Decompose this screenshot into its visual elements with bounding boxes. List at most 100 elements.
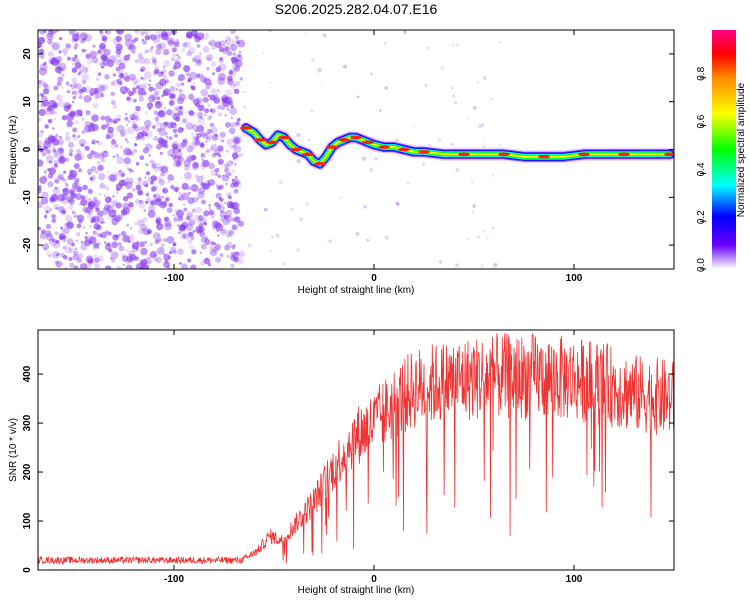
noise-blob <box>322 33 327 38</box>
noise-blob <box>153 88 156 91</box>
noise-blob <box>175 127 178 130</box>
noise-blob <box>208 207 211 210</box>
noise-blob <box>182 118 188 123</box>
noise-blob <box>87 258 94 264</box>
noise-blob <box>43 61 47 65</box>
noise-blob <box>105 57 111 62</box>
noise-blob <box>203 210 210 217</box>
noise-blob <box>93 242 99 249</box>
noise-blob <box>123 130 126 134</box>
noise-blob <box>149 250 158 259</box>
noise-blob <box>38 140 41 146</box>
noise-blob <box>89 97 92 101</box>
noise-blob <box>134 143 138 147</box>
noise-blob <box>239 77 243 81</box>
noise-blob <box>99 61 106 68</box>
noise-blob <box>142 216 148 223</box>
noise-blob <box>188 231 192 235</box>
noise-blob <box>440 66 445 71</box>
noise-blob <box>217 104 223 110</box>
noise-blob <box>58 155 67 164</box>
noise-blob <box>172 187 177 191</box>
noise-blob <box>38 80 42 84</box>
noise-blob <box>217 234 220 237</box>
noise-blob <box>148 83 151 87</box>
noise-blob <box>115 202 122 209</box>
noise-blob <box>200 260 206 266</box>
noise-blob <box>46 32 54 41</box>
noise-blob <box>76 223 82 229</box>
noise-blob <box>165 135 169 139</box>
noise-blob <box>60 67 65 72</box>
noise-blob <box>147 36 151 40</box>
noise-blob <box>66 120 73 128</box>
noise-blob <box>158 42 166 50</box>
noise-blob <box>226 78 235 87</box>
noise-blob <box>191 208 196 213</box>
noise-blob <box>480 264 484 268</box>
noise-blob <box>117 242 122 247</box>
noise-blob <box>81 130 85 133</box>
noise-blob <box>57 66 61 71</box>
noise-blob <box>52 187 61 195</box>
noise-blob <box>406 180 410 185</box>
noise-blob <box>200 243 207 250</box>
noise-blob <box>225 182 228 185</box>
noise-blob <box>196 32 205 41</box>
noise-blob <box>84 236 88 240</box>
noise-blob <box>155 162 162 169</box>
noise-blob <box>132 170 135 173</box>
noise-blob <box>82 66 89 73</box>
colorbar-tick-label: 0.0 <box>696 258 707 272</box>
noise-blob <box>178 142 185 149</box>
noise-blob <box>174 133 178 138</box>
noise-blob <box>200 236 207 243</box>
noise-blob <box>218 65 221 68</box>
noise-blob <box>238 54 241 58</box>
noise-blob <box>41 191 49 199</box>
noise-blob <box>51 42 60 51</box>
noise-blob <box>94 87 99 92</box>
noise-blob <box>216 184 218 186</box>
noise-blob <box>224 167 230 174</box>
noise-blob <box>158 128 167 137</box>
noise-blob <box>173 159 182 168</box>
noise-blob <box>229 122 235 128</box>
noise-blob <box>181 263 188 269</box>
noise-blob <box>163 48 170 56</box>
noise-blob <box>225 149 230 153</box>
noise-blob <box>224 40 228 43</box>
noise-blob <box>135 79 141 84</box>
noise-blob <box>45 217 49 221</box>
noise-blob <box>193 55 201 63</box>
noise-blob <box>210 61 216 67</box>
noise-blob <box>84 207 92 214</box>
noise-blob <box>132 51 135 54</box>
noise-blob <box>178 152 183 157</box>
noise-blob <box>94 94 99 100</box>
noise-blob <box>68 30 76 35</box>
noise-blob <box>46 155 54 163</box>
noise-blob <box>52 146 55 149</box>
noise-blob <box>158 195 163 201</box>
noise-blob <box>188 220 195 226</box>
noise-blob <box>186 155 193 163</box>
noise-blob <box>124 181 133 190</box>
noise-blob <box>145 192 150 197</box>
noise-blob <box>105 120 110 125</box>
noise-blob <box>144 125 150 131</box>
noise-blob <box>178 231 181 235</box>
noise-blob <box>166 265 171 269</box>
noise-blob <box>137 219 145 227</box>
noise-blob <box>235 251 240 256</box>
noise-blob <box>84 145 90 151</box>
noise-blob <box>89 225 92 228</box>
noise-blob <box>64 266 68 269</box>
noise-blob <box>132 120 136 125</box>
signal-peak <box>338 138 350 142</box>
noise-blob <box>145 143 152 151</box>
noise-blob <box>197 191 205 199</box>
noise-blob <box>104 265 112 269</box>
noise-blob <box>177 248 184 255</box>
noise-blob <box>148 86 154 92</box>
